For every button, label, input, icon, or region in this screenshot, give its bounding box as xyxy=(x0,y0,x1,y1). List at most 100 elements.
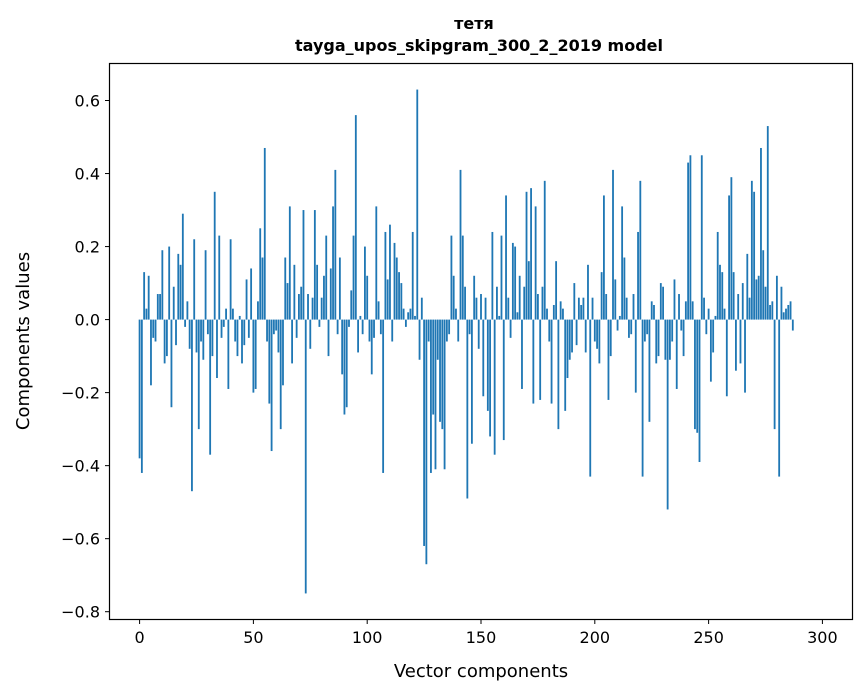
bar-32 xyxy=(211,319,214,357)
x-tick-label: 0 xyxy=(134,628,144,647)
bar-16 xyxy=(175,319,177,346)
bar-57 xyxy=(268,319,271,404)
bar-17 xyxy=(177,253,180,320)
bar-87 xyxy=(336,319,339,335)
bar-270 xyxy=(753,191,756,320)
bar-6 xyxy=(152,319,155,338)
bar-181 xyxy=(550,319,553,404)
bar-192 xyxy=(575,319,578,346)
bar-102 xyxy=(370,319,373,375)
bar-149 xyxy=(477,319,480,349)
bar-107 xyxy=(382,319,385,473)
bar-190 xyxy=(571,319,573,353)
bar-231 xyxy=(664,319,667,360)
bar-278 xyxy=(771,301,774,320)
bar-61 xyxy=(277,319,280,353)
bar-58 xyxy=(270,319,273,452)
x-tick-label: 150 xyxy=(466,628,497,647)
bar-132 xyxy=(439,319,441,422)
bar-275 xyxy=(764,286,767,320)
bar-172 xyxy=(530,188,532,320)
bar-185 xyxy=(559,301,562,320)
y-axis-label: Components values xyxy=(13,252,34,430)
bar-11 xyxy=(163,319,166,364)
bar-series xyxy=(138,89,794,594)
bar-247 xyxy=(700,155,703,320)
bar-104 xyxy=(375,206,378,320)
bar-24 xyxy=(193,239,196,320)
bar-197 xyxy=(587,264,589,320)
bar-280 xyxy=(775,275,778,320)
bar-97 xyxy=(359,315,362,320)
bar-114 xyxy=(398,272,400,320)
bar-76 xyxy=(311,297,314,320)
bar-279 xyxy=(773,319,776,430)
bar-179 xyxy=(546,308,548,320)
bar-59 xyxy=(272,319,275,335)
bar-120 xyxy=(411,231,414,320)
bar-52 xyxy=(257,301,259,320)
y-axis-ticks: −0.8 −0.6 −0.4 −0.2 0.0 0.2 0.4 0.6 xyxy=(61,92,110,622)
bar-265 xyxy=(741,283,744,320)
bar-72 xyxy=(302,210,305,320)
bar-223 xyxy=(646,319,649,335)
y-tick-label: 0.0 xyxy=(75,311,100,330)
bar-84 xyxy=(329,268,332,320)
bar-21 xyxy=(186,301,189,320)
bar-111 xyxy=(391,319,394,342)
bar-8 xyxy=(156,294,159,320)
bar-239 xyxy=(682,319,685,357)
bar-252 xyxy=(712,319,715,353)
bar-34 xyxy=(216,319,218,379)
y-tick-label: 0.6 xyxy=(75,92,100,111)
bar-64 xyxy=(284,257,287,320)
bar-152 xyxy=(484,297,487,320)
bar-145 xyxy=(468,319,471,335)
bar-170 xyxy=(525,191,528,320)
bar-219 xyxy=(637,231,639,320)
bar-237 xyxy=(678,294,680,320)
bar-226 xyxy=(653,304,655,320)
bar-110 xyxy=(389,224,391,320)
bar-213 xyxy=(623,257,626,320)
bar-260 xyxy=(730,177,733,320)
bar-261 xyxy=(732,272,735,320)
bar-175 xyxy=(536,294,539,320)
bar-208 xyxy=(612,169,614,320)
bar-276 xyxy=(766,126,769,320)
bar-221 xyxy=(641,319,644,477)
bar-122 xyxy=(416,89,419,320)
bar-117 xyxy=(404,319,407,327)
bar-121 xyxy=(414,315,416,320)
bar-14 xyxy=(170,319,173,408)
bar-9 xyxy=(159,294,161,320)
bar-165 xyxy=(514,246,517,320)
bar-25 xyxy=(195,319,198,353)
bar-91 xyxy=(345,319,348,408)
bar-109 xyxy=(386,279,389,320)
bar-254 xyxy=(716,231,719,320)
bar-56 xyxy=(266,319,268,342)
bar-271 xyxy=(755,279,758,320)
bar-39 xyxy=(227,319,230,389)
bar-4 xyxy=(147,275,150,320)
bar-174 xyxy=(534,206,537,320)
bar-163 xyxy=(509,319,512,338)
bar-250 xyxy=(707,308,710,320)
bar-162 xyxy=(507,297,510,320)
y-tick-label: 0.2 xyxy=(75,238,100,257)
bar-225 xyxy=(650,301,653,320)
bar-50 xyxy=(252,319,255,393)
bar-178 xyxy=(543,180,546,320)
bar-207 xyxy=(609,319,612,357)
bar-124 xyxy=(420,297,423,320)
bar-243 xyxy=(691,301,694,320)
x-axis-ticks: 0 50 100 150 200 250 300 xyxy=(134,619,838,647)
bar-146 xyxy=(470,319,473,444)
bar-184 xyxy=(557,319,560,430)
bar-90 xyxy=(343,319,346,415)
bar-95 xyxy=(354,115,357,320)
bar-176 xyxy=(539,319,542,400)
bar-138 xyxy=(452,275,455,320)
bar-78 xyxy=(316,264,319,320)
